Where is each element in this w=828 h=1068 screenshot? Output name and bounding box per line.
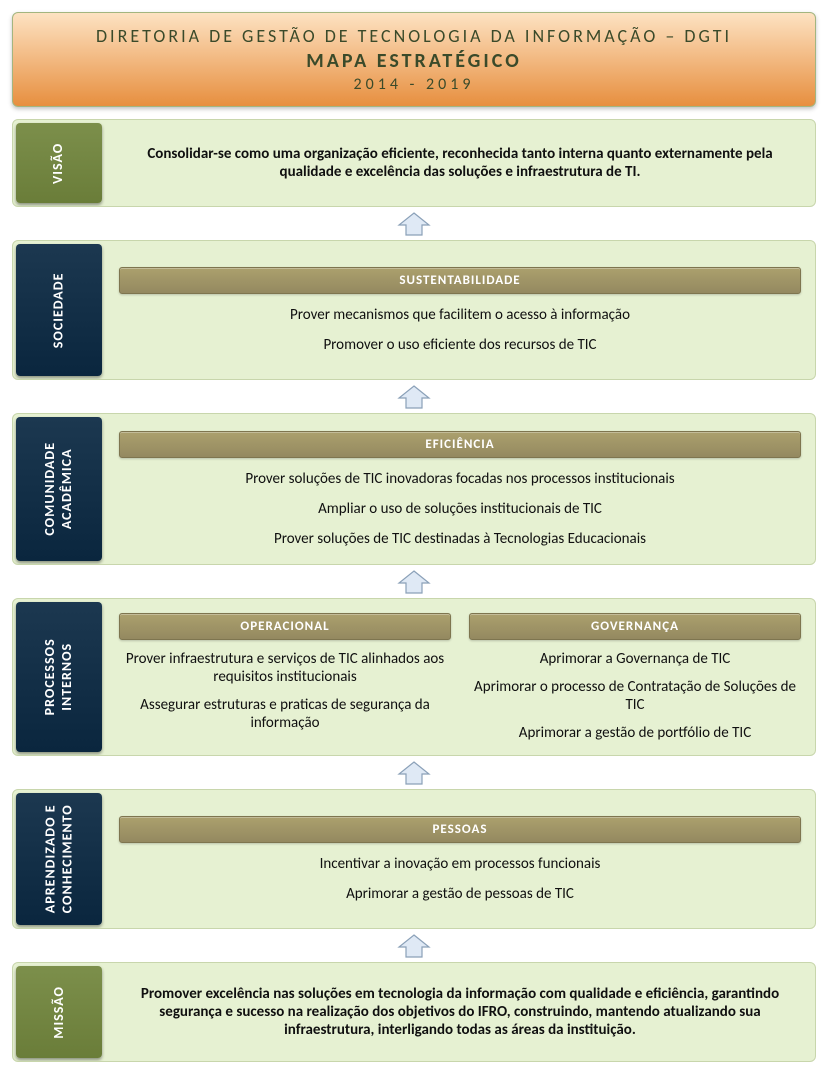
content-aprendizado: PESSOAS Incentivar a inovação em process…	[105, 790, 815, 928]
content-processos: OPERACIONAL Prover infraestrutura e serv…	[105, 599, 815, 755]
governanca-item-2: Aprimorar a gestão de portfólio de TIC	[469, 724, 801, 742]
pill-governanca: GOVERNANÇA	[469, 613, 801, 640]
label-sociedade-text: SOCIEDADE	[51, 272, 68, 348]
header-banner: DIRETORIA DE GESTÃO DE TECNOLOGIA DA INF…	[12, 12, 816, 107]
arrow-up-5	[0, 933, 828, 964]
operacional-item-1: Assegurar estruturas e praticas de segur…	[119, 696, 451, 732]
pill-operacional: OPERACIONAL	[119, 613, 451, 640]
pill-sustentabilidade: SUSTENTABILIDADE	[119, 267, 801, 294]
pill-eficiencia: EFICIÊNCIA	[119, 431, 801, 458]
label-comunidade-text: COMUNIDADE ACADÊMICA	[42, 442, 76, 536]
header-line2: MAPA ESTRATÉGICO	[21, 49, 807, 73]
header-line3: 2014 - 2019	[21, 75, 807, 94]
col-operacional: OPERACIONAL Prover infraestrutura e serv…	[119, 613, 451, 742]
label-visao: VISÃO	[16, 123, 102, 203]
sociedade-item-1: Promover o uso eficiente dos recursos de…	[119, 336, 801, 354]
aprendizado-item-0: Incentivar a inovação em processos funci…	[119, 855, 801, 873]
label-aprendizado: APRENDIZADO E CONHECIMENTO	[16, 793, 102, 925]
label-comunidade: COMUNIDADE ACADÊMICA	[16, 417, 102, 561]
arrow-up-4	[0, 760, 828, 791]
label-missao: MISSÃO	[16, 966, 102, 1058]
aprendizado-item-1: Aprimorar a gestão de pessoas de TIC	[119, 885, 801, 903]
arrow-up-2	[0, 384, 828, 415]
arrow-up-1	[0, 211, 828, 242]
label-processos-text: PROCESSOS INTERNOS	[42, 634, 76, 720]
operacional-item-0: Prover infraestrutura e serviços de TIC …	[119, 650, 451, 686]
label-missao-text: MISSÃO	[51, 986, 68, 1039]
comunidade-item-0: Prover soluções de TIC inovadoras focada…	[119, 470, 801, 488]
section-comunidade: COMUNIDADE ACADÊMICA EFICIÊNCIA Prover s…	[12, 413, 816, 565]
section-visao: VISÃO Consolidar-se como uma organização…	[12, 119, 816, 207]
section-aprendizado: APRENDIZADO E CONHECIMENTO PESSOAS Incen…	[12, 789, 816, 929]
pill-pessoas: PESSOAS	[119, 816, 801, 843]
comunidade-item-2: Prover soluções de TIC destinadas à Tecn…	[119, 530, 801, 548]
content-visao: Consolidar-se como uma organização efici…	[105, 120, 815, 206]
visao-text: Consolidar-se como uma organização efici…	[119, 145, 801, 181]
arrow-up-3	[0, 569, 828, 600]
header-line1: DIRETORIA DE GESTÃO DE TECNOLOGIA DA INF…	[21, 25, 807, 47]
label-processos: PROCESSOS INTERNOS	[16, 602, 102, 752]
content-comunidade: EFICIÊNCIA Prover soluções de TIC inovad…	[105, 414, 815, 564]
section-processos: PROCESSOS INTERNOS OPERACIONAL Prover in…	[12, 598, 816, 756]
label-sociedade: SOCIEDADE	[16, 244, 102, 376]
section-sociedade: SOCIEDADE SUSTENTABILIDADE Prover mecani…	[12, 240, 816, 380]
sociedade-item-0: Prover mecanismos que facilitem o acesso…	[119, 306, 801, 324]
governanca-item-0: Aprimorar a Governança de TIC	[469, 650, 801, 668]
missao-text: Promover excelência nas soluções em tecn…	[119, 985, 801, 1039]
comunidade-item-1: Ampliar o uso de soluções institucionais…	[119, 500, 801, 518]
section-missao: MISSÃO Promover excelência nas soluções …	[12, 962, 816, 1062]
label-aprendizado-text: APRENDIZADO E CONHECIMENTO	[42, 805, 76, 914]
col-governanca: GOVERNANÇA Aprimorar a Governança de TIC…	[469, 613, 801, 742]
label-visao-text: VISÃO	[51, 142, 68, 183]
content-missao: Promover excelência nas soluções em tecn…	[105, 963, 815, 1061]
content-sociedade: SUSTENTABILIDADE Prover mecanismos que f…	[105, 241, 815, 379]
governanca-item-1: Aprimorar o processo de Contratação de S…	[469, 678, 801, 714]
